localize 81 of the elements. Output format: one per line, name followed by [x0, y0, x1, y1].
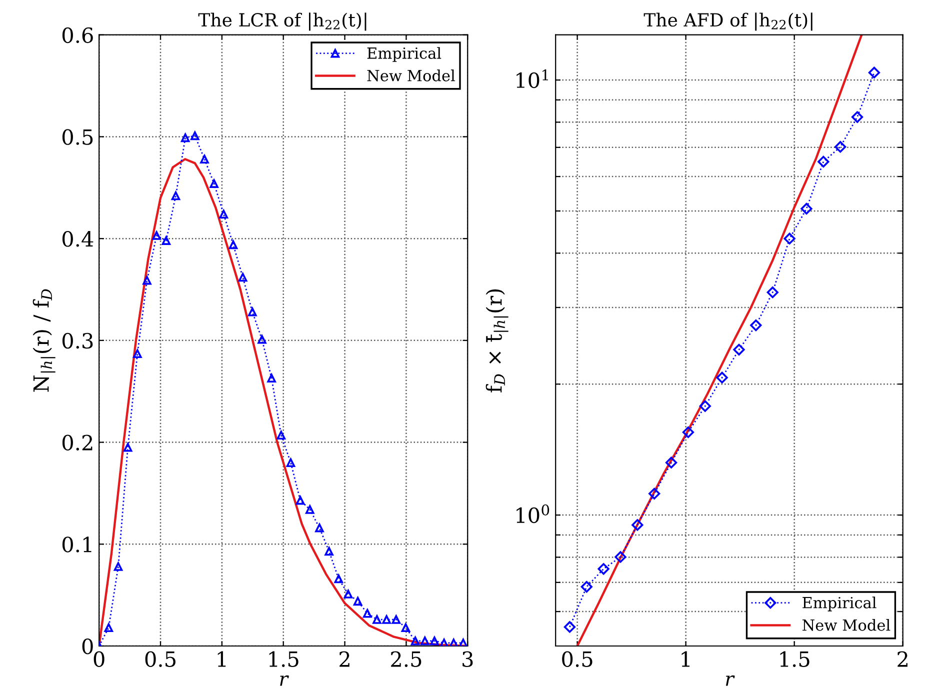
x-tick-label: 1.5	[780, 651, 810, 667]
point	[665, 456, 678, 468]
y-tick-label: 0.6	[62, 27, 93, 44]
x-tick-label: 2	[340, 651, 350, 667]
point	[420, 636, 430, 646]
point	[296, 496, 305, 505]
y-tick-label: 0.1	[62, 536, 92, 552]
point	[344, 590, 353, 598]
point	[800, 202, 812, 215]
x-tick-label: 2	[898, 651, 908, 667]
y-tick-label: 0.3	[62, 332, 93, 349]
point	[180, 133, 190, 142]
y-tick-label: 10$^{0}$	[516, 504, 550, 524]
point	[716, 372, 728, 384]
x-tick-label: 2.5	[391, 651, 422, 667]
y-tick-label: 0.5	[62, 129, 93, 145]
point	[834, 141, 846, 153]
chart-title: The AFD of |h$_{22}$(t)|	[644, 12, 812, 31]
legend-label: New Model	[367, 70, 455, 82]
y-axis-title: f$_{D}$ × t̄$_{|h|}$(r)	[486, 289, 508, 392]
point	[353, 596, 362, 606]
point	[614, 551, 626, 563]
point	[306, 505, 314, 514]
point	[392, 615, 401, 624]
point	[410, 636, 420, 646]
x-axis-title: r	[280, 675, 289, 686]
point	[449, 638, 458, 646]
point	[171, 191, 180, 200]
point	[152, 231, 161, 240]
x-tick-label: 0.5	[562, 651, 592, 667]
point	[401, 623, 410, 632]
x-axis-title: r	[726, 675, 735, 686]
point	[219, 210, 228, 219]
point	[210, 179, 218, 188]
legend-label: Empirical	[367, 47, 442, 62]
point	[733, 344, 745, 356]
x-tick-label: 3	[462, 651, 473, 667]
point	[598, 563, 610, 575]
point	[286, 458, 296, 468]
point	[267, 374, 276, 382]
point	[682, 426, 694, 438]
point	[699, 400, 711, 412]
point	[784, 232, 796, 244]
legend-label: New Model	[802, 619, 890, 631]
point	[440, 638, 448, 646]
y-tick-label: 0	[82, 638, 93, 654]
legend-label: Empirical	[802, 596, 876, 612]
y-tick-label: 0.2	[62, 434, 92, 451]
x-tick-label: 1	[218, 651, 226, 667]
point	[818, 156, 830, 168]
point	[564, 621, 576, 633]
x-tick-label: 0	[94, 651, 104, 667]
point	[133, 349, 142, 358]
y-tick-label: 10$^{1}$	[516, 69, 548, 88]
point	[334, 574, 344, 584]
point	[324, 546, 334, 556]
point	[104, 623, 114, 632]
point	[372, 615, 382, 624]
point	[228, 240, 238, 250]
point	[315, 523, 324, 532]
point	[382, 615, 391, 624]
point	[851, 111, 864, 123]
point	[868, 66, 880, 78]
point	[580, 580, 592, 593]
point	[190, 131, 200, 140]
point	[750, 319, 762, 332]
point	[142, 276, 152, 285]
point	[114, 562, 123, 571]
x-tick-label: 1	[682, 651, 690, 667]
y-tick-label: 0.4	[62, 231, 94, 247]
point	[162, 236, 171, 245]
point	[238, 272, 248, 282]
point	[276, 430, 286, 440]
x-tick-label: 0.5	[145, 651, 176, 667]
point	[632, 519, 644, 531]
chart-title: The LCR of |h$_{22}$(t)|	[198, 12, 366, 31]
point	[648, 488, 660, 500]
y-axis-title: N$_{|h|}$(r) / f$_{D}$	[32, 289, 56, 392]
point	[766, 286, 778, 298]
x-tick-label: 1.5	[269, 651, 298, 667]
point	[200, 154, 209, 164]
